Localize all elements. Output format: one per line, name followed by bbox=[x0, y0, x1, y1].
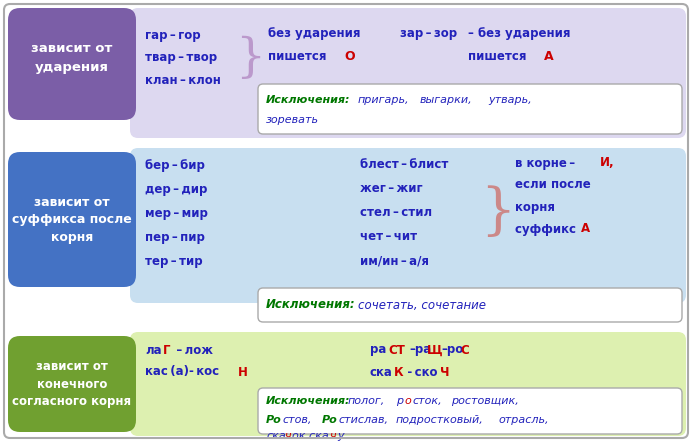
Text: Ро: Ро bbox=[322, 415, 338, 425]
Text: сочетать, сочетание: сочетать, сочетание bbox=[358, 298, 486, 312]
FancyBboxPatch shape bbox=[258, 388, 682, 434]
Text: – без ударения: – без ударения bbox=[468, 27, 570, 39]
FancyBboxPatch shape bbox=[258, 288, 682, 322]
Text: ра: ра bbox=[370, 343, 386, 357]
Text: без ударения: без ударения bbox=[268, 27, 361, 39]
Text: дер – дир: дер – дир bbox=[145, 183, 208, 195]
Text: зависит от
ударения: зависит от ударения bbox=[31, 42, 113, 73]
Text: зависит от
конечного
согласного корня: зависит от конечного согласного корня bbox=[12, 359, 131, 408]
Text: кас (а)- кос: кас (а)- кос bbox=[145, 366, 219, 378]
Text: С: С bbox=[460, 343, 468, 357]
FancyBboxPatch shape bbox=[8, 8, 136, 120]
Text: стов,: стов, bbox=[282, 415, 311, 425]
Text: блест – блист: блест – блист bbox=[360, 159, 448, 171]
Text: Н: Н bbox=[238, 366, 248, 378]
FancyBboxPatch shape bbox=[258, 84, 682, 134]
Text: ч: ч bbox=[285, 431, 291, 441]
Text: ок ска: ок ска bbox=[292, 431, 329, 441]
Text: А: А bbox=[581, 222, 590, 236]
Text: р: р bbox=[396, 396, 403, 406]
Text: зависит от
суффикса после
корня: зависит от суффикса после корня bbox=[12, 195, 132, 244]
Text: стислав,: стислав, bbox=[338, 415, 388, 425]
Text: бер – бир: бер – бир bbox=[145, 159, 205, 171]
Text: о: о bbox=[404, 396, 411, 406]
Text: ска: ска bbox=[370, 366, 393, 378]
FancyBboxPatch shape bbox=[8, 152, 136, 287]
Text: тер – тир: тер – тир bbox=[145, 255, 203, 267]
Text: им/ин – а/я: им/ин – а/я bbox=[360, 255, 429, 267]
Text: –ра: –ра bbox=[409, 343, 431, 357]
Text: сток,: сток, bbox=[412, 396, 441, 406]
Text: ла: ла bbox=[145, 343, 162, 357]
Text: Ч: Ч bbox=[440, 366, 450, 378]
Text: жег – жиг: жег – жиг bbox=[360, 183, 423, 195]
Text: О: О bbox=[344, 50, 354, 62]
Text: }: } bbox=[480, 186, 516, 240]
Text: стел – стил: стел – стил bbox=[360, 206, 432, 220]
Text: суффикс: суффикс bbox=[515, 222, 579, 236]
Text: полог,: полог, bbox=[348, 396, 385, 406]
Text: если после: если после bbox=[515, 179, 591, 191]
Text: Г: Г bbox=[163, 343, 170, 357]
Text: ска: ска bbox=[266, 431, 286, 441]
FancyBboxPatch shape bbox=[8, 336, 136, 432]
Text: – лож: – лож bbox=[174, 343, 213, 357]
Text: клан – клон: клан – клон bbox=[145, 75, 221, 88]
Text: ч: ч bbox=[330, 431, 336, 441]
Text: СТ: СТ bbox=[388, 343, 405, 357]
Text: Исключения:: Исключения: bbox=[266, 298, 356, 312]
Text: И,: И, bbox=[600, 156, 614, 169]
Text: выгарки,: выгарки, bbox=[420, 95, 473, 105]
Text: мер – мир: мер – мир bbox=[145, 206, 208, 220]
Text: пишется: пишется bbox=[268, 50, 329, 62]
Text: чет – чит: чет – чит bbox=[360, 230, 417, 244]
Text: подростковый,: подростковый, bbox=[396, 415, 484, 425]
Text: твар – твор: твар – твор bbox=[145, 52, 217, 65]
Text: К: К bbox=[394, 366, 403, 378]
Text: ростовщик,: ростовщик, bbox=[451, 396, 519, 406]
Text: А: А bbox=[544, 50, 554, 62]
Text: –ро: –ро bbox=[441, 343, 463, 357]
Text: Щ: Щ bbox=[427, 343, 443, 357]
Text: пригарь,: пригарь, bbox=[358, 95, 410, 105]
Text: отрасль,: отрасль, bbox=[498, 415, 549, 425]
Text: Ро: Ро bbox=[266, 415, 282, 425]
Text: в корне –: в корне – bbox=[515, 156, 578, 169]
Text: - ско: - ско bbox=[405, 366, 437, 378]
Text: гар – гор: гар – гор bbox=[145, 28, 201, 42]
Text: зар – зор: зар – зор bbox=[400, 27, 457, 39]
Text: зоревать: зоревать bbox=[266, 115, 319, 125]
Text: утварь,: утварь, bbox=[488, 95, 531, 105]
Text: Исключения:: Исключения: bbox=[266, 396, 351, 406]
Text: пер – пир: пер – пир bbox=[145, 230, 205, 244]
FancyBboxPatch shape bbox=[130, 332, 686, 436]
Text: }: } bbox=[235, 35, 265, 80]
Text: пишется: пишется bbox=[468, 50, 529, 62]
FancyBboxPatch shape bbox=[130, 8, 686, 138]
Text: Исключения:: Исключения: bbox=[266, 95, 351, 105]
Text: корня: корня bbox=[515, 201, 555, 213]
Text: у: у bbox=[337, 431, 344, 441]
FancyBboxPatch shape bbox=[130, 148, 686, 303]
